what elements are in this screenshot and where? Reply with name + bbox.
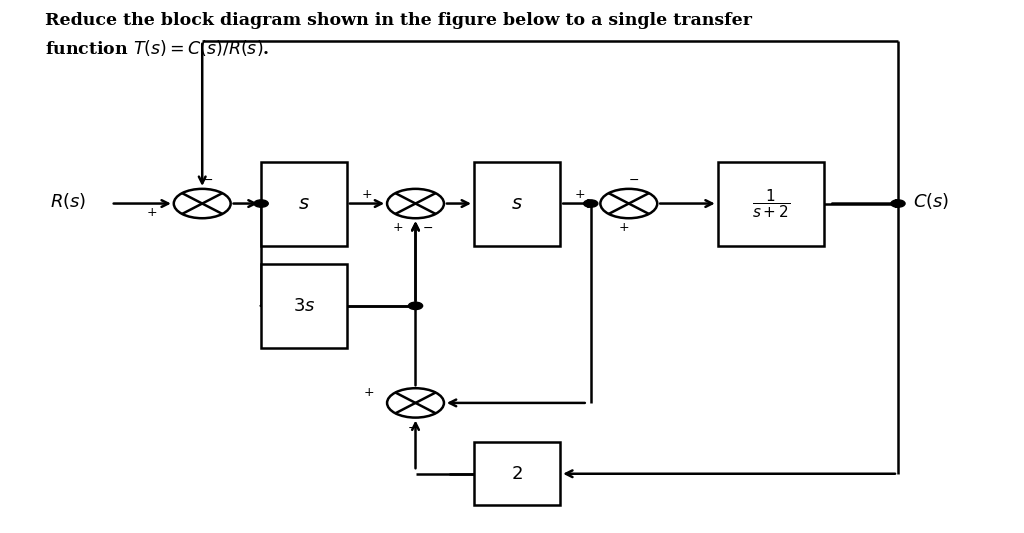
Circle shape — [409, 302, 423, 310]
Text: $3s$: $3s$ — [293, 297, 315, 315]
Text: $+$: $+$ — [391, 221, 402, 234]
Text: $-$: $-$ — [202, 173, 213, 186]
Circle shape — [174, 189, 230, 218]
Bar — [718, 161, 824, 246]
Bar — [261, 264, 347, 348]
Text: $+$: $+$ — [145, 206, 157, 220]
Circle shape — [584, 200, 598, 207]
Text: $\dfrac{1}{s+2}$: $\dfrac{1}{s+2}$ — [752, 187, 791, 220]
Text: $s$: $s$ — [511, 195, 523, 213]
Circle shape — [387, 388, 444, 417]
Text: $+$: $+$ — [361, 188, 373, 200]
Text: $-$: $-$ — [629, 173, 639, 186]
Text: $+$: $+$ — [364, 386, 375, 399]
Text: $-$: $-$ — [407, 421, 418, 433]
Text: $+$: $+$ — [574, 188, 586, 200]
Bar — [474, 442, 560, 505]
Bar — [261, 161, 347, 246]
Text: $s$: $s$ — [298, 195, 309, 213]
Text: $-$: $-$ — [422, 221, 433, 234]
Circle shape — [891, 200, 905, 207]
Text: $+$: $+$ — [618, 221, 630, 234]
Circle shape — [254, 200, 268, 207]
Text: function $T(s) = C(s)/R(s)$.: function $T(s) = C(s)/R(s)$. — [45, 38, 269, 58]
Bar — [474, 161, 560, 246]
Text: $C(s)$: $C(s)$ — [913, 191, 949, 211]
Text: $2$: $2$ — [511, 465, 523, 483]
Text: $R(s)$: $R(s)$ — [50, 191, 86, 211]
Circle shape — [600, 189, 657, 218]
Circle shape — [387, 189, 444, 218]
Text: Reduce the block diagram shown in the figure below to a single transfer: Reduce the block diagram shown in the fi… — [45, 12, 752, 29]
